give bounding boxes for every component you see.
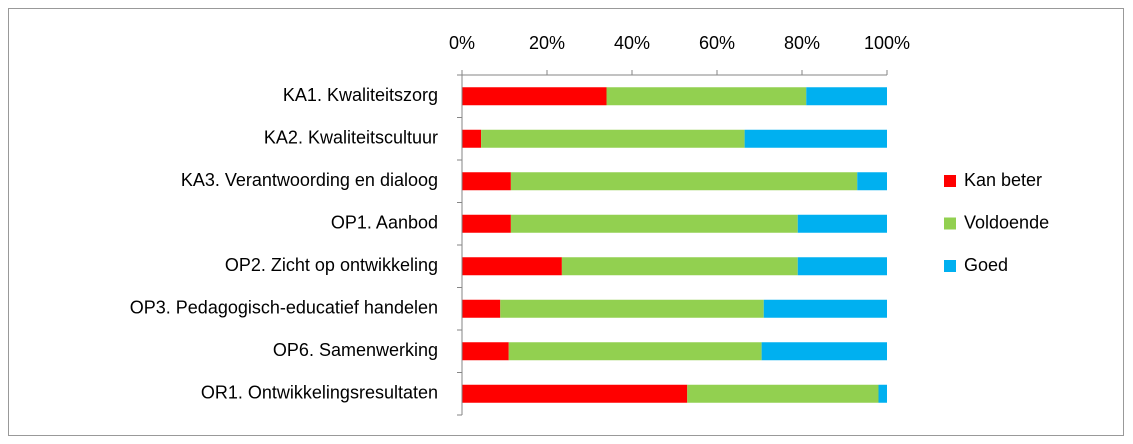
y-tick-label: KA3. Verantwoording en dialoog: [181, 170, 438, 190]
legend-label: Voldoende: [964, 212, 1049, 232]
bar-segment: [500, 299, 764, 318]
bar-segment: [878, 384, 887, 403]
y-tick-label: OP3. Pedagogisch-educatief handelen: [130, 298, 438, 318]
bar-segment: [462, 172, 511, 191]
y-tick-label: KA1. Kwaliteitszorg: [283, 85, 438, 105]
bar-segment: [508, 342, 762, 361]
x-tick-label: 0%: [449, 33, 475, 53]
y-tick-label: OP1. Aanbod: [331, 213, 438, 233]
x-tick-label: 40%: [614, 33, 650, 53]
legend-swatch: [944, 217, 956, 230]
bar-segment: [797, 257, 887, 276]
bar-segment: [462, 384, 688, 403]
bar-segment: [606, 87, 807, 106]
bar-segment: [462, 257, 562, 276]
bar-segment: [510, 172, 858, 191]
y-tick-label: KA2. Kwaliteitscultuur: [264, 128, 438, 148]
legend-swatch: [944, 175, 956, 187]
x-tick-label: 100%: [864, 33, 910, 53]
bar-segment: [462, 87, 607, 106]
bar-segment: [763, 299, 887, 318]
legend-label: Kan beter: [964, 170, 1042, 190]
legend-swatch: [944, 260, 956, 272]
legend-label: Goed: [964, 255, 1008, 275]
bar-segment: [797, 214, 887, 233]
x-tick-label: 80%: [784, 33, 820, 53]
bar-segment: [857, 172, 887, 191]
bar-segment: [481, 129, 745, 148]
bar-segment: [744, 129, 887, 148]
bar-segment: [462, 299, 501, 318]
bar-segment: [462, 129, 482, 148]
y-tick-label: OP6. Samenwerking: [273, 340, 438, 360]
bar-segment: [687, 384, 879, 403]
bar-segment: [462, 214, 511, 233]
bar-segment: [510, 214, 798, 233]
bar-segment: [462, 342, 509, 361]
bar-segment: [761, 342, 887, 361]
bar-segment: [561, 257, 798, 276]
x-tick-label: 60%: [699, 33, 735, 53]
x-tick-label: 20%: [529, 33, 565, 53]
y-tick-label: OP2. Zicht op ontwikkeling: [225, 255, 438, 275]
bar-segment: [806, 87, 887, 106]
y-tick-label: OR1. Ontwikkelingsresultaten: [201, 383, 438, 403]
